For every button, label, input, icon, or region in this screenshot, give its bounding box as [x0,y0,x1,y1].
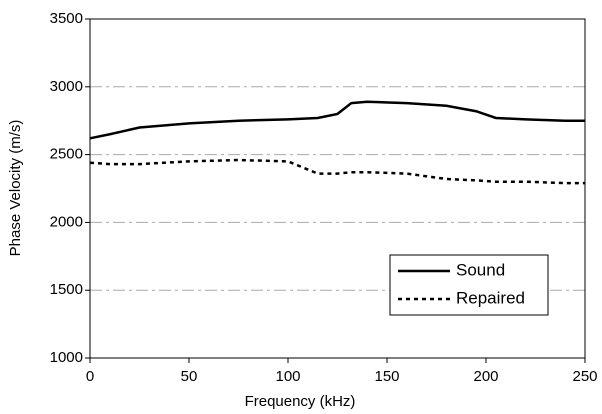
x-tick-label: 0 [86,368,94,385]
y-tick-label: 2000 [50,213,83,230]
y-tick-label: 1500 [50,281,83,298]
x-axis-label: Frequency (kHz) [245,393,356,410]
x-tick-label: 200 [473,368,498,385]
series-line [89,100,585,140]
legend-label: Sound [456,260,505,279]
legend-label: Repaired [456,288,525,307]
y-tick-label: 1000 [50,349,83,366]
x-tick-label: 100 [275,368,300,385]
y-tick-label: 3000 [50,78,83,95]
series-line [89,158,585,185]
plot-border [89,18,586,359]
legend-box [389,254,549,316]
x-tick-label: 50 [181,368,198,385]
y-tick-label: 2500 [50,146,83,163]
x-tick-label: 150 [374,368,399,385]
y-axis-label: Phase Velocity (m/s) [7,120,24,257]
y-tick-label: 3500 [50,10,83,27]
x-tick-label: 250 [572,368,597,385]
